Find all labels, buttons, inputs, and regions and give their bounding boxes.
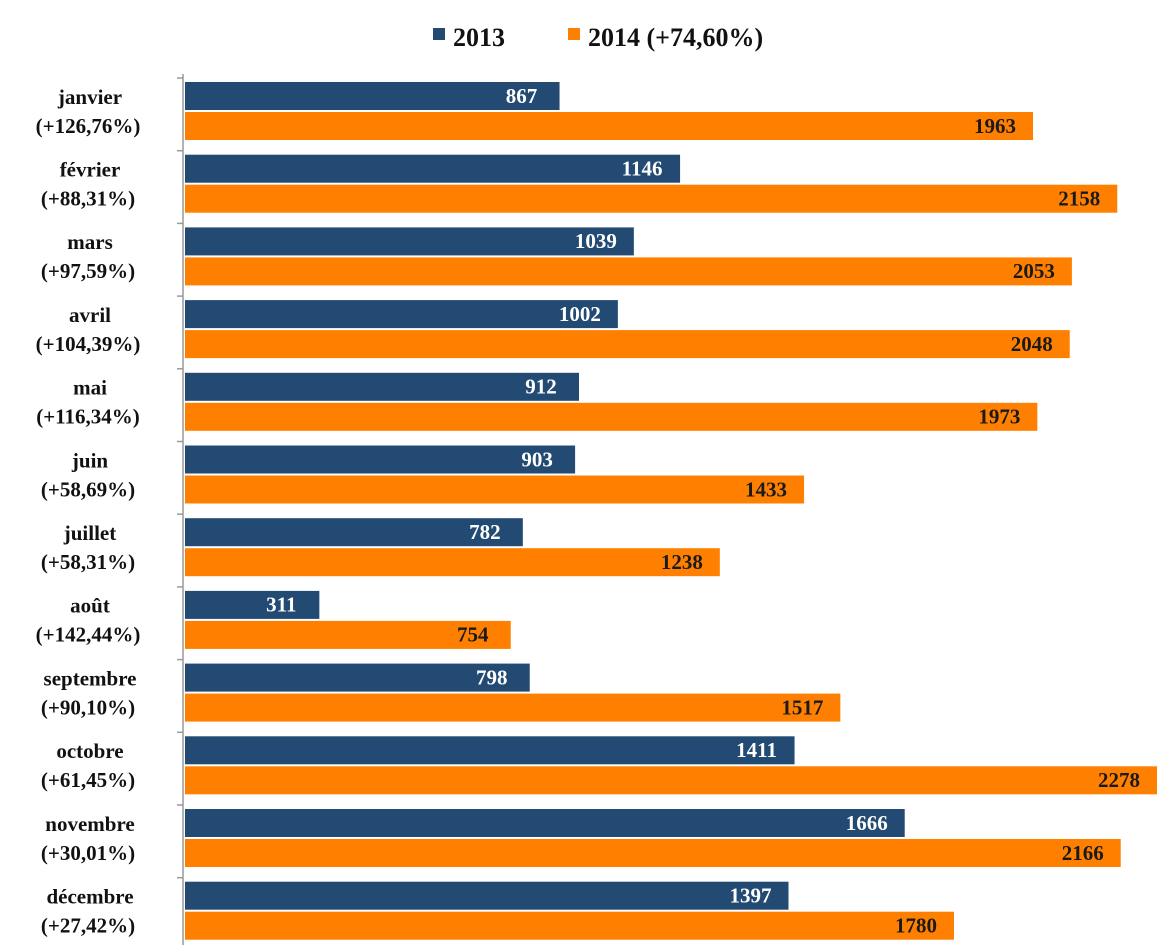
category-change: (+90,10%): [41, 695, 135, 719]
category-label: juillet: [63, 521, 117, 545]
bar: [185, 736, 795, 765]
bar: [185, 693, 841, 722]
value-label: 798: [476, 665, 508, 689]
bar: [185, 227, 634, 256]
value-label: 867: [506, 84, 538, 108]
bar: [185, 184, 1118, 213]
category-change: (+27,42%): [41, 914, 135, 938]
value-label: 912: [525, 375, 557, 399]
category-label: octobre: [56, 739, 123, 763]
value-label: 1238: [661, 550, 703, 574]
value-label: 1666: [846, 811, 888, 835]
value-label: 1397: [730, 884, 772, 908]
category-label: août: [70, 594, 110, 618]
category-change: (+142,44%): [36, 623, 141, 647]
bar: [185, 372, 579, 401]
category-change: (+61,45%): [41, 768, 135, 792]
bar: [185, 809, 905, 837]
value-label: 1973: [978, 405, 1020, 429]
category-label: mai: [73, 376, 107, 400]
value-label: 1963: [974, 114, 1016, 138]
value-label: 311: [266, 593, 296, 617]
bar: [185, 300, 618, 329]
category-change: (+104,39%): [36, 332, 141, 356]
value-label: 1411: [736, 738, 777, 762]
bar: [185, 911, 954, 940]
bar: [185, 881, 789, 910]
value-label: 782: [469, 520, 501, 544]
bar: [185, 839, 1121, 867]
value-label: 1039: [575, 229, 617, 253]
value-label: 2048: [1011, 332, 1053, 356]
category-change: (+97,59%): [41, 259, 135, 283]
category-change: (+126,76%): [36, 114, 141, 138]
value-label: 2278: [1098, 768, 1140, 792]
legend-swatch: [433, 28, 445, 40]
value-label: 1002: [559, 302, 601, 326]
value-label: 2166: [1062, 841, 1104, 865]
bar: [185, 548, 720, 577]
category-label: février: [60, 158, 121, 182]
value-label: 1517: [781, 695, 823, 719]
bar: [185, 663, 530, 692]
category-label: mars: [67, 230, 113, 254]
category-change: (+58,69%): [41, 477, 135, 501]
value-label: 754: [457, 623, 489, 647]
legend-label: 2013: [453, 23, 505, 52]
category-label: janvier: [57, 85, 122, 109]
bar: [185, 475, 805, 504]
bar: [185, 766, 1157, 795]
category-change: (+88,31%): [41, 187, 135, 211]
bar: [185, 620, 511, 649]
bar: [185, 154, 681, 183]
legend-swatch: [568, 28, 580, 40]
value-label: 2053: [1013, 259, 1055, 283]
category-label: juin: [71, 448, 109, 472]
bar: [185, 402, 1038, 431]
category-label: novembre: [45, 812, 134, 836]
value-label: 2158: [1058, 187, 1100, 211]
legend-label: 2014 (+74,60%): [588, 23, 763, 52]
bar: [185, 257, 1072, 286]
value-label: 1780: [895, 914, 937, 938]
category-label: avril: [69, 303, 111, 327]
category-change: (+116,34%): [36, 405, 140, 429]
bar: [185, 590, 320, 619]
bar: [185, 445, 576, 474]
value-label: 1146: [622, 157, 663, 181]
category-change: (+58,31%): [41, 550, 135, 574]
bar: [185, 82, 560, 110]
bar: [185, 518, 523, 547]
bar: [185, 112, 1034, 140]
value-label: 1433: [745, 477, 787, 501]
category-change: (+30,01%): [41, 841, 135, 865]
value-label: 903: [521, 447, 553, 471]
category-label: septembre: [44, 666, 137, 690]
category-label: décembre: [46, 885, 133, 909]
bar: [185, 330, 1070, 359]
